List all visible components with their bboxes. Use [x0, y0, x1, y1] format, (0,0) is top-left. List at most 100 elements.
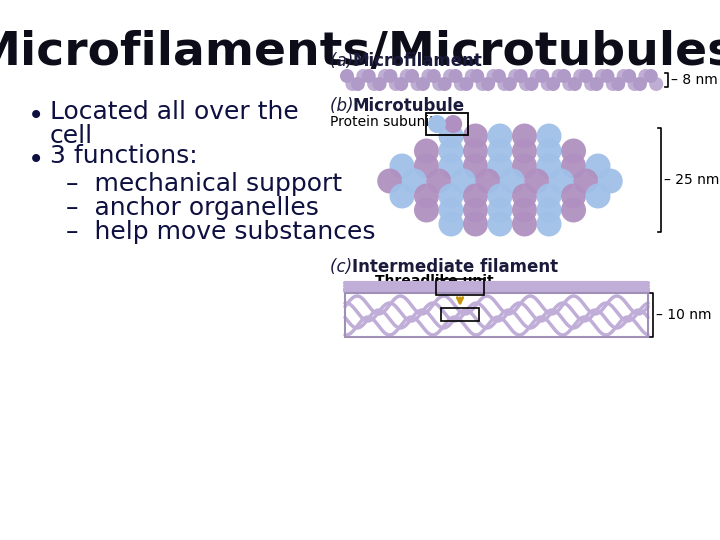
Circle shape [512, 184, 537, 208]
Circle shape [573, 69, 588, 83]
Circle shape [421, 69, 436, 83]
Circle shape [414, 153, 439, 179]
Text: 3 functions:: 3 functions: [50, 144, 197, 168]
Circle shape [595, 69, 609, 83]
Circle shape [633, 77, 647, 91]
Circle shape [536, 184, 562, 208]
Circle shape [463, 153, 488, 179]
Circle shape [524, 168, 549, 193]
Circle shape [389, 77, 402, 91]
Circle shape [414, 198, 439, 222]
Circle shape [512, 198, 537, 222]
Circle shape [584, 77, 598, 91]
Circle shape [384, 69, 397, 83]
Circle shape [487, 124, 513, 149]
Circle shape [438, 212, 464, 237]
Circle shape [463, 198, 488, 222]
Circle shape [503, 77, 517, 91]
Circle shape [463, 212, 488, 237]
Circle shape [356, 69, 370, 83]
Circle shape [561, 138, 586, 164]
Circle shape [606, 77, 620, 91]
Text: – 25 nm: – 25 nm [664, 173, 719, 187]
Bar [436, 279, 484, 295]
Circle shape [372, 77, 387, 91]
Circle shape [590, 77, 603, 91]
Circle shape [390, 153, 415, 179]
Circle shape [508, 69, 522, 83]
Circle shape [405, 69, 419, 83]
Circle shape [428, 115, 446, 133]
Circle shape [454, 77, 468, 91]
Circle shape [340, 69, 354, 83]
Circle shape [481, 77, 495, 91]
Circle shape [644, 69, 658, 83]
Circle shape [367, 77, 381, 91]
Circle shape [463, 124, 488, 149]
Circle shape [585, 184, 611, 208]
Circle shape [487, 198, 513, 222]
Text: Microfilament: Microfilament [352, 52, 482, 70]
Circle shape [561, 184, 586, 208]
Circle shape [449, 69, 462, 83]
Text: Protein subunit –: Protein subunit – [330, 115, 446, 129]
Circle shape [639, 69, 652, 83]
Text: •: • [28, 102, 44, 130]
Circle shape [410, 77, 425, 91]
Text: Threadlike unit: Threadlike unit [375, 274, 494, 288]
Circle shape [512, 124, 537, 149]
Circle shape [536, 124, 562, 149]
Text: Microfilaments/Microtubules: Microfilaments/Microtubules [0, 30, 720, 75]
Circle shape [475, 168, 500, 193]
Circle shape [512, 212, 537, 237]
Circle shape [414, 138, 439, 164]
Circle shape [390, 184, 415, 208]
Text: –  help move substances: – help move substances [66, 220, 376, 244]
Circle shape [561, 198, 586, 222]
Circle shape [487, 184, 513, 208]
Circle shape [402, 168, 427, 193]
Circle shape [444, 115, 462, 133]
Circle shape [500, 168, 525, 193]
Circle shape [438, 124, 464, 149]
Circle shape [432, 77, 446, 91]
Circle shape [465, 69, 479, 83]
Circle shape [536, 212, 562, 237]
Text: cell: cell [50, 124, 93, 148]
Circle shape [573, 168, 598, 193]
Circle shape [611, 77, 625, 91]
Circle shape [414, 184, 439, 208]
Circle shape [628, 77, 642, 91]
Circle shape [622, 69, 636, 83]
Circle shape [512, 138, 537, 164]
Text: – 8 nm: – 8 nm [671, 73, 718, 87]
Circle shape [427, 69, 441, 83]
Text: – 10 nm: – 10 nm [656, 308, 711, 322]
Circle shape [487, 69, 500, 83]
Circle shape [536, 198, 562, 222]
Circle shape [561, 153, 586, 179]
Circle shape [346, 77, 359, 91]
Circle shape [416, 77, 430, 91]
Circle shape [426, 168, 451, 193]
Text: Located all over the: Located all over the [50, 100, 299, 124]
Text: Intermediate filament: Intermediate filament [352, 258, 558, 276]
Circle shape [463, 184, 488, 208]
Circle shape [459, 77, 473, 91]
Circle shape [541, 77, 554, 91]
Circle shape [378, 69, 392, 83]
Circle shape [498, 77, 511, 91]
Circle shape [400, 69, 414, 83]
Circle shape [616, 69, 631, 83]
Circle shape [585, 153, 611, 179]
Circle shape [598, 168, 623, 193]
Circle shape [395, 77, 408, 91]
Circle shape [438, 138, 464, 164]
Circle shape [649, 77, 663, 91]
Text: (b): (b) [330, 97, 359, 115]
Circle shape [492, 69, 506, 83]
Circle shape [438, 153, 464, 179]
Circle shape [438, 184, 464, 208]
Circle shape [552, 69, 566, 83]
Circle shape [530, 69, 544, 83]
